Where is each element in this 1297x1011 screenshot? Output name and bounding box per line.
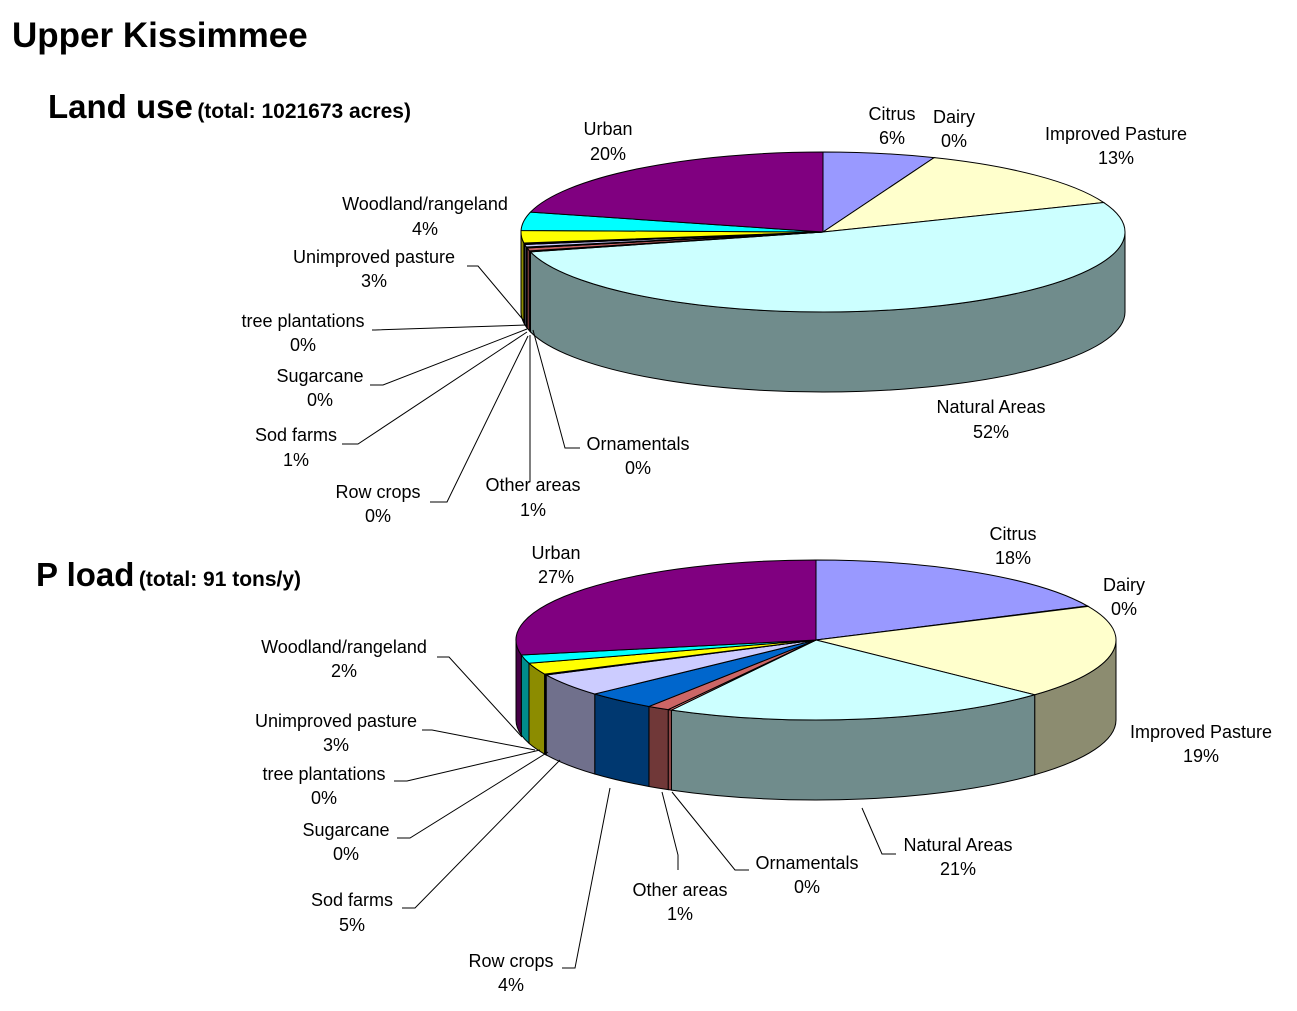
- land-use-slice-improved-pasture: [822, 157, 1106, 233]
- land-use-label-citrus: Citrus: [868, 104, 915, 124]
- p-load-label-natural-areas: Natural Areas: [903, 835, 1012, 855]
- p-load-slice-urban: [515, 559, 817, 656]
- land-use-leader-row-crops: [430, 335, 529, 503]
- p-load-label-sod-farms: Sod farms: [311, 890, 393, 910]
- p-load-chart-subtitle: (total: 91 tons/y): [138, 568, 302, 591]
- p-load-wall-unimproved-pasture: [528, 662, 546, 755]
- land-use-pct-unimproved-pasture: 3%: [361, 271, 387, 291]
- p-load-pct-unimproved-pasture: 3%: [323, 735, 349, 755]
- p-load-label-sugarcane: Sugarcane: [302, 820, 389, 840]
- p-load-slice-citrus: [815, 559, 1090, 641]
- land-use-label-natural-areas: Natural Areas: [936, 397, 1045, 417]
- land-use-pct-citrus: 6%: [879, 128, 905, 148]
- p-load-pct-dairy: 0%: [1111, 599, 1137, 619]
- land-use-label-sugarcane: Sugarcane: [276, 366, 363, 386]
- land-use-label-unimproved-pasture: Unimproved pasture: [293, 247, 455, 267]
- p-load-pct-urban: 27%: [538, 567, 574, 587]
- land-use-pie-chart: Citrus 6% Dairy 0% Improved Pasture 13% Natura…: [241, 104, 1187, 526]
- land-use-label-urban: Urban: [583, 119, 632, 139]
- p-load-label-row-crops: Row crops: [468, 951, 553, 971]
- land-use-pct-urban: 20%: [590, 144, 626, 164]
- land-use-label-other-areas: Other areas: [485, 475, 580, 495]
- land-use-label-dairy: Dairy: [933, 107, 975, 127]
- land-use-label-ornamentals: Ornamentals: [586, 434, 689, 454]
- p-load-leader-row-crops: [562, 787, 611, 969]
- land-use-pct-row-crops: 0%: [365, 506, 391, 526]
- p-load-pct-row-crops: 4%: [498, 975, 524, 995]
- p-load-label-tree-plantations: tree plantations: [262, 764, 385, 784]
- p-load-leader-tree-plantations: [394, 749, 541, 782]
- p-load-leader-natural-areas: [861, 807, 896, 855]
- land-use-pct-natural-areas: 52%: [973, 422, 1009, 442]
- land-use-leader-ornamentals: [532, 329, 580, 449]
- land-use-pct-sugarcane: 0%: [307, 390, 333, 410]
- p-load-pie-chart: Citrus 18% Dairy 0% Improved Pasture 19% Natur…: [255, 524, 1272, 995]
- p-load-chart-heading: P load (total: 91 tons/y): [36, 556, 301, 594]
- land-use-slice-urban: [529, 151, 824, 233]
- p-load-pct-improved-pasture: 19%: [1183, 746, 1219, 766]
- p-load-slices: [515, 559, 1117, 721]
- land-use-chart-title: Land use: [48, 88, 193, 125]
- p-load-side-walls: [515, 639, 1117, 801]
- p-load-pct-citrus: 18%: [995, 548, 1031, 568]
- p-load-pct-tree-plantations: 0%: [311, 788, 337, 808]
- p-load-slice-natural-areas: [669, 639, 1037, 721]
- land-use-pct-improved-pasture: 13%: [1098, 148, 1134, 168]
- p-load-pct-sugarcane: 0%: [333, 844, 359, 864]
- p-load-wall-other-areas: [648, 705, 669, 791]
- p-load-label-urban: Urban: [531, 543, 580, 563]
- p-load-label-dairy: Dairy: [1103, 575, 1145, 595]
- p-load-leader-woodland-rangeland: [437, 656, 523, 738]
- land-use-label-row-crops: Row crops: [335, 482, 420, 502]
- land-use-slice-natural-areas: [529, 202, 1126, 313]
- land-use-leader-unimproved-pasture: [467, 265, 526, 323]
- page-title: Upper Kissimmee: [12, 16, 308, 55]
- p-load-leader-unimproved-pasture: [422, 729, 536, 751]
- p-load-pct-ornamentals: 0%: [794, 877, 820, 897]
- p-load-slice-improved-pasture: [815, 605, 1117, 696]
- p-load-leader-sod-farms: [402, 759, 561, 909]
- p-load-chart-title: P load: [36, 556, 135, 593]
- land-use-label-sod-farms: Sod farms: [255, 425, 337, 445]
- p-load-label-other-areas: Other areas: [632, 880, 727, 900]
- land-use-labels: Citrus 6% Dairy 0% Improved Pasture 13% Natura…: [241, 104, 1187, 526]
- land-use-label-improved-pasture: Improved Pasture: [1045, 124, 1187, 144]
- land-use-pct-sod-farms: 1%: [283, 450, 309, 470]
- land-use-label-tree-plantations: tree plantations: [241, 311, 364, 331]
- p-load-label-ornamentals: Ornamentals: [755, 853, 858, 873]
- land-use-pct-tree-plantations: 0%: [290, 335, 316, 355]
- land-use-leader-sugarcane: [370, 328, 528, 386]
- land-use-leader-tree-plantations: [372, 324, 527, 331]
- p-load-pct-natural-areas: 21%: [940, 859, 976, 879]
- land-use-label-woodland-rangeland: Woodland/rangeland: [342, 194, 508, 214]
- p-load-pct-woodland-rangeland: 2%: [331, 661, 357, 681]
- p-load-label-improved-pasture: Improved Pasture: [1130, 722, 1272, 742]
- p-load-wall-row-crops: [594, 693, 650, 788]
- p-load-label-unimproved-pasture: Unimproved pasture: [255, 711, 417, 731]
- land-use-wall-unimproved-pasture: [520, 231, 525, 324]
- p-load-wall-woodland-rangeland: [520, 653, 530, 745]
- land-use-pct-dairy: 0%: [941, 131, 967, 151]
- p-load-label-citrus: Citrus: [989, 524, 1036, 544]
- p-load-leader-other-areas: [661, 791, 679, 870]
- land-use-pct-ornamentals: 0%: [625, 458, 651, 478]
- land-use-leader-sod-farms: [342, 331, 528, 445]
- land-use-chart-subtitle: (total: 1021673 acres): [197, 100, 411, 123]
- land-use-pct-woodland-rangeland: 4%: [412, 219, 438, 239]
- p-load-leader-sugarcane: [397, 751, 549, 839]
- land-use-slices: [520, 151, 1126, 313]
- p-load-labels: Citrus 18% Dairy 0% Improved Pasture 19% Natur…: [255, 524, 1272, 995]
- p-load-leader-ornamentals: [671, 791, 749, 871]
- p-load-label-woodland-rangeland: Woodland/rangeland: [261, 637, 427, 657]
- land-use-chart-heading: Land use (total: 1021673 acres): [48, 88, 411, 126]
- p-load-pct-sod-farms: 5%: [339, 915, 365, 935]
- p-load-pct-other-areas: 1%: [667, 904, 693, 924]
- land-use-pct-other-areas: 1%: [520, 500, 546, 520]
